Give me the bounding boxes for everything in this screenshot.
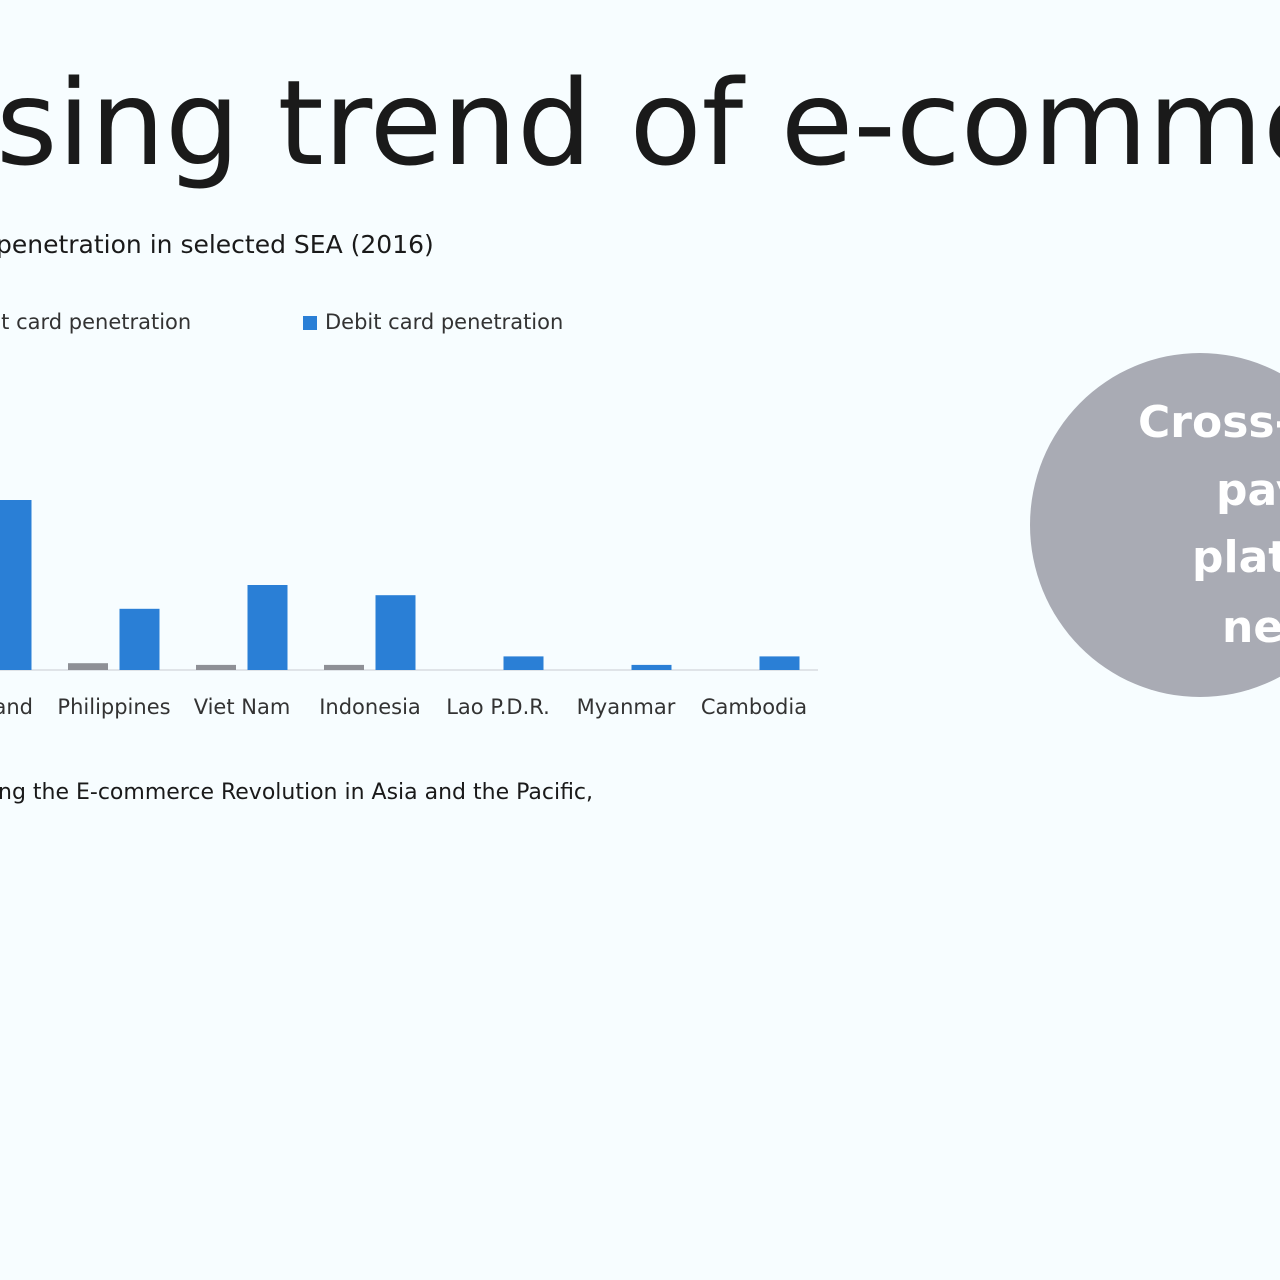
bar: [119, 608, 160, 670]
legend-label: dit card penetration: [0, 310, 191, 334]
callout-ellipse: [1030, 353, 1280, 697]
bar: [759, 656, 800, 670]
bar: [631, 664, 672, 670]
callout-text: plat: [1192, 532, 1280, 583]
x-tick-label: Lao P.D.R.: [446, 695, 550, 719]
x-tick-label: Viet Nam: [194, 695, 291, 719]
bar: [196, 664, 236, 670]
bar: [68, 663, 108, 670]
x-tick-label: Philippines: [57, 695, 170, 719]
legend-swatch: [303, 316, 317, 330]
chart-title: penetration in selected SEA (2016): [0, 230, 434, 259]
x-tick-label: Myanmar: [577, 695, 676, 719]
bar: [503, 656, 544, 670]
bar: [375, 595, 416, 670]
bar: [324, 664, 364, 670]
bar: [247, 585, 288, 670]
callout-text: Cross-: [1138, 397, 1280, 448]
bar: [0, 500, 32, 670]
legend-label: Debit card penetration: [325, 310, 563, 334]
source: ng the E-commerce Revolution in Asia and…: [0, 780, 593, 805]
x-tick-label: Cambodia: [701, 695, 807, 719]
x-tick-label: and: [0, 695, 33, 719]
callout-text: pay: [1216, 465, 1280, 516]
slide-title: sing trend of e-commerce: [0, 54, 1280, 192]
x-tick-label: Indonesia: [319, 695, 421, 719]
callout-text: ne: [1222, 602, 1280, 653]
